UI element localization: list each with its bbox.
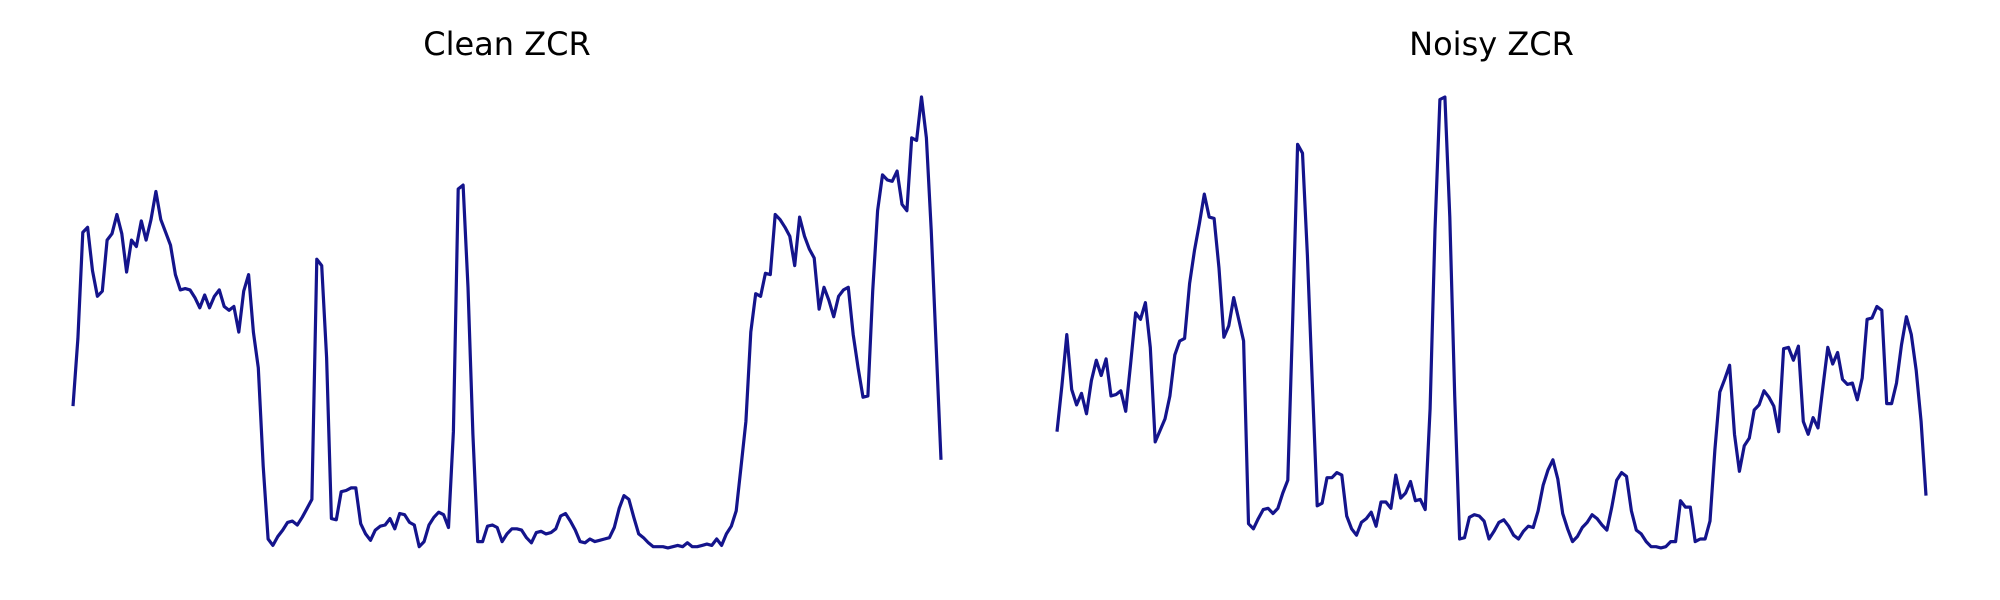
zcr-line [71,95,943,550]
zcr-line [1055,95,1928,550]
chart-title: Clean ZCR [423,25,590,63]
chart-title: Noisy ZCR [1409,25,1574,63]
